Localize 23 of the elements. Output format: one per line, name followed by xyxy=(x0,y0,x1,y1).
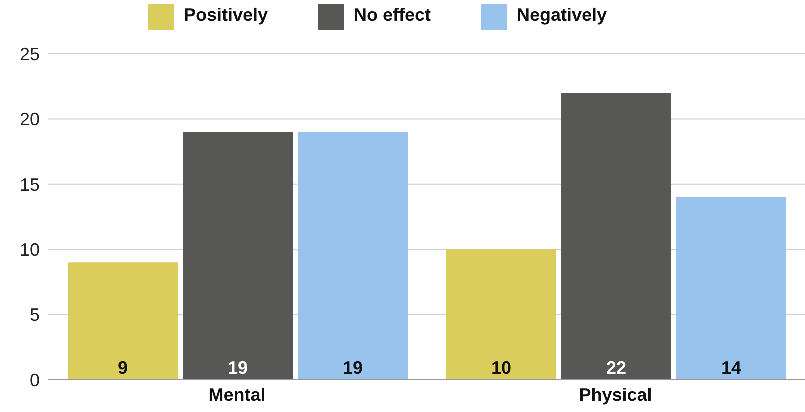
legend-label: Positively xyxy=(184,4,268,25)
y-tick-label: 15 xyxy=(20,174,40,195)
bar xyxy=(298,132,408,380)
bar xyxy=(68,262,178,380)
bar xyxy=(446,250,556,380)
y-tick-label: 0 xyxy=(30,370,40,390)
data-label: 19 xyxy=(342,358,364,378)
data-label: 14 xyxy=(721,358,742,378)
x-tick-label: Mental xyxy=(208,384,266,405)
y-tick-label: 20 xyxy=(20,110,40,130)
legend-label: Negatively xyxy=(517,4,608,25)
bar xyxy=(676,197,786,380)
y-tick-label: 10 xyxy=(20,240,40,260)
data-label: 9 xyxy=(118,358,128,378)
bar xyxy=(562,93,672,380)
data-label: 22 xyxy=(606,358,627,378)
y-tick-label: 5 xyxy=(30,305,40,326)
legend-label: No effect xyxy=(354,4,431,25)
data-label: 19 xyxy=(228,358,248,378)
y-tick-label: 25 xyxy=(20,44,40,64)
data-label: 10 xyxy=(491,358,512,378)
x-tick-label: Physical xyxy=(579,384,652,405)
bar xyxy=(183,132,293,380)
